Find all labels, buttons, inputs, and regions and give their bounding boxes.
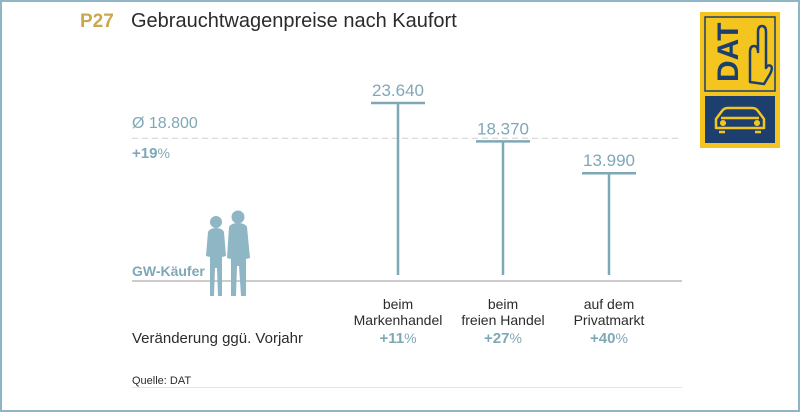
hand-icon xyxy=(748,24,774,86)
average-change-label: +19% xyxy=(132,145,170,162)
bottom-divider xyxy=(132,387,682,388)
baseline-label: GW-Käufer xyxy=(132,263,205,279)
change-row-label: Veränderung ggü. Vorjahr xyxy=(132,330,303,347)
couple-icon xyxy=(206,210,250,296)
figure-code: P27 xyxy=(80,11,114,32)
dat-logo: DAT xyxy=(700,12,780,148)
chart-title: Gebrauchtwagenpreise nach Kaufort xyxy=(131,10,457,32)
source-note: Quelle: DAT xyxy=(132,375,192,387)
category-change: +27% xyxy=(484,330,522,347)
bar-value-label: 13.990 xyxy=(583,151,635,170)
category-label: beim freien Handel xyxy=(461,296,545,328)
average-value-label: Ø 18.800 xyxy=(132,115,198,132)
bar-value-label: 18.370 xyxy=(477,119,529,138)
category-change: +40% xyxy=(590,330,628,347)
car-icon xyxy=(714,106,766,134)
category-change: +11% xyxy=(379,330,417,347)
logo-text: DAT xyxy=(712,23,745,82)
bar-value-label: 23.640 xyxy=(372,81,424,100)
bars-group: 23.640 18.370 13.990 xyxy=(371,81,636,275)
category-label: beim Markenhandel xyxy=(353,296,443,328)
category-label: auf dem Privatmarkt xyxy=(573,296,645,328)
